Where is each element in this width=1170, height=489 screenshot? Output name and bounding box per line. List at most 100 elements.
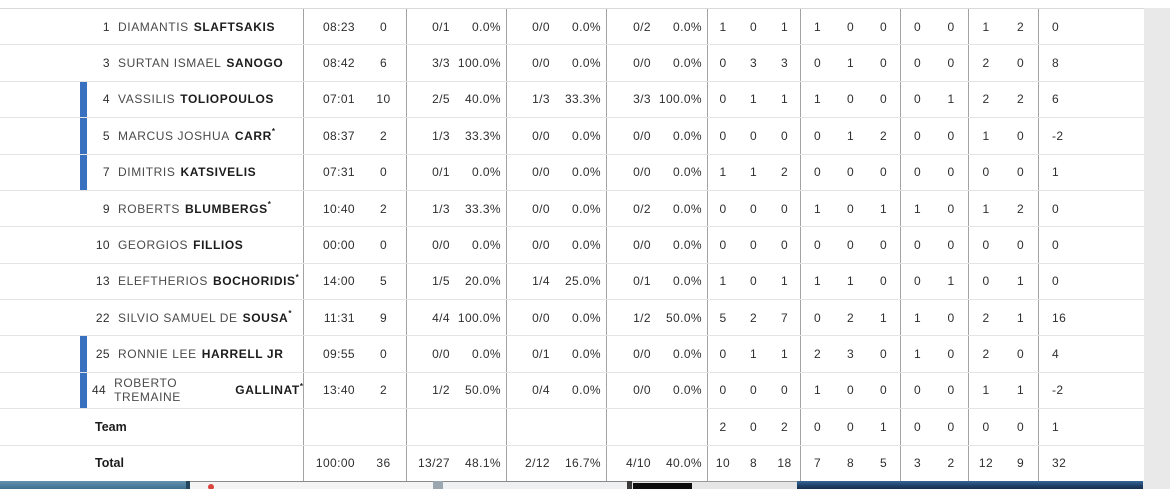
player-first-name: GEORGIOS: [118, 237, 189, 252]
cell-tr: 0: [780, 237, 789, 252]
cell-dr: 0: [749, 128, 758, 143]
cell-pf: 1: [968, 372, 1003, 409]
cell-as: 1: [800, 372, 834, 409]
navy-titlebar-fragment[interactable]: [797, 481, 1143, 489]
window-button-2[interactable]: [443, 481, 627, 489]
cell-st: 1: [879, 201, 888, 216]
cell-ftpct: 0.0%: [673, 56, 702, 71]
player-last-name: FILLIOS: [193, 237, 244, 252]
cell-pf: 0: [968, 227, 1003, 263]
cell-dr: 8: [749, 456, 758, 471]
cell-fd: 1: [1016, 383, 1025, 398]
cell-ftpct: 0.0%: [673, 19, 702, 34]
window-button-3[interactable]: [632, 481, 797, 489]
window-edge: [186, 481, 190, 489]
cell-p3: 0/0: [506, 154, 558, 190]
cell-dr: 1: [749, 92, 758, 107]
cell-pf: 1: [968, 118, 1003, 154]
cell-or: 0: [707, 81, 738, 118]
cell-ftpct: 0.0%: [673, 201, 702, 216]
player-last-name: SANOGO: [226, 56, 284, 71]
total-row[interactable]: Total 100:00 36 13/27 48.1% 2/12 16.7% 4/10 40.0…: [0, 445, 1144, 482]
player-last-name: TOLIOPOULOS: [180, 92, 274, 107]
cell-or: 0: [707, 118, 738, 154]
cell-fd: 0: [1016, 165, 1025, 180]
cell-or: 0: [707, 45, 738, 81]
player-row[interactable]: 13 ELEFTHERIOS BOCHORIDIS * 14:00 5 1/5 20.0% 1/…: [0, 263, 1144, 300]
cell-p3pct: 16.7%: [564, 456, 601, 471]
player-row[interactable]: 5 MARCUS JOSHUA CARR * 08:37 2 1/3 33.3% 0/0 0.0%…: [0, 118, 1144, 155]
cell-tr: 0: [780, 383, 789, 398]
cell-p2pct: 40.0%: [464, 92, 501, 107]
player-last-name: SLAFTSAKIS: [193, 19, 276, 34]
cell-p2: 0/1: [406, 154, 458, 190]
cell-tr: 2: [780, 165, 789, 180]
cell-pf: 1: [968, 190, 1003, 227]
cell-ftpct: 50.0%: [665, 310, 702, 325]
cell-p3pct: 25.0%: [564, 274, 601, 289]
cell-ba: 1: [947, 92, 955, 107]
player-row[interactable]: 25 RONNIE LEE HARRELL JR 09:55 0 0/0 0.0% 0/1 0.…: [0, 336, 1144, 373]
cell-pm: 0: [1038, 227, 1144, 263]
cell-ba: 0: [947, 56, 955, 71]
cell-pf: 2: [968, 45, 1003, 81]
player-row[interactable]: 1 DIAMANTIS SLAFTSAKIS 08:23 0 0/1 0.0% 0/0 0.0%…: [0, 9, 1144, 46]
teal-titlebar-fragment[interactable]: [0, 481, 186, 489]
player-row[interactable]: 4 VASSILIS TOLIOPOULOS 07:01 10 2/5 40.0% 1/3 33…: [0, 81, 1144, 119]
cell-p2: 1/3: [406, 190, 458, 227]
cell-p3: 1/4: [506, 263, 558, 299]
cell-fd: 2: [1016, 92, 1025, 107]
cell-dr: 1: [749, 347, 758, 362]
cell-p3: 2/12: [506, 445, 558, 481]
cell-as: 0: [800, 409, 834, 445]
cell-ftpct: 0.0%: [673, 347, 702, 362]
player-name-cell: 9 ROBERTS BLUMBERGS *: [0, 191, 303, 226]
cell-to: 1: [846, 274, 855, 289]
player-row[interactable]: 7 DIMITRIS KATSIVELIS 07:31 0 0/1 0.0% 0/0 0.0% 0…: [0, 154, 1144, 191]
cell-tr: 2: [780, 419, 789, 434]
cell-dr: 1: [749, 165, 758, 180]
cell-or: 0: [707, 372, 738, 409]
cell-p3pct: 0.0%: [572, 237, 601, 252]
player-number: 4: [102, 92, 110, 107]
cell-p3: 0/0: [506, 227, 558, 263]
cell-st: 5: [879, 456, 888, 471]
cell-p3: 0/0: [506, 118, 558, 154]
cell-p2pct: 0.0%: [472, 19, 501, 34]
cell-dr: 0: [749, 237, 758, 252]
cell-pm: 32: [1038, 445, 1144, 481]
cell-p2: 1/5: [406, 263, 458, 299]
cell-pf: 2: [968, 300, 1003, 336]
cell-ba: 0: [947, 19, 955, 34]
player-number: 3: [102, 56, 110, 71]
player-first-name: ROBERTO TREMAINE: [114, 376, 181, 405]
player-last-name: HARRELL JR: [201, 347, 284, 362]
cell-fd: 2: [1016, 201, 1025, 216]
cell-p2: 1/3: [406, 118, 458, 154]
cell-to: 1: [846, 128, 855, 143]
cell-to: 0: [846, 383, 855, 398]
cell-fd: 0: [1016, 56, 1025, 71]
team-row[interactable]: Team 2 0 2 0 0 1 0 0 0 0 1: [0, 409, 1144, 446]
player-row[interactable]: 10 GEORGIOS FILLIOS 00:00 0 0/0 0.0% 0/0 0.0% 0/0…: [0, 227, 1144, 264]
player-row[interactable]: 44 ROBERTO TREMAINE GALLINAT * 13:40 2 1/2 50.0…: [0, 372, 1144, 410]
player-number: 5: [102, 128, 110, 143]
cell-bs: 1: [900, 300, 934, 336]
on-court-indicator: [80, 118, 87, 154]
cell-tr: 7: [780, 310, 789, 325]
cell-bs: 3: [900, 445, 934, 481]
window-button-1[interactable]: [190, 481, 433, 489]
player-first-name: VASSILIS: [118, 92, 176, 107]
player-name-cell: 13 ELEFTHERIOS BOCHORIDIS *: [0, 264, 303, 299]
cell-st: 0: [879, 92, 888, 107]
player-row[interactable]: 22 SILVIO SAMUEL DE SOUSA * 11:31 9 4/4 100.0% 0…: [0, 300, 1144, 337]
cell-as: 2: [800, 336, 834, 372]
cell-ba: 2: [947, 456, 955, 471]
cell-st: 0: [879, 165, 888, 180]
player-row[interactable]: 3 SURTAN ISMAEL SANOGO 08:42 6 3/3 100.0% 0/0 0.…: [0, 45, 1144, 82]
cell-st: 1: [879, 310, 888, 325]
cell-as: 1: [800, 81, 834, 118]
player-row[interactable]: 9 ROBERTS BLUMBERGS * 10:40 2 1/3 33.3% 0/0 0.0% 0…: [0, 190, 1144, 228]
cell-pts: 0: [379, 347, 388, 362]
cell-bs: 0: [900, 118, 934, 154]
